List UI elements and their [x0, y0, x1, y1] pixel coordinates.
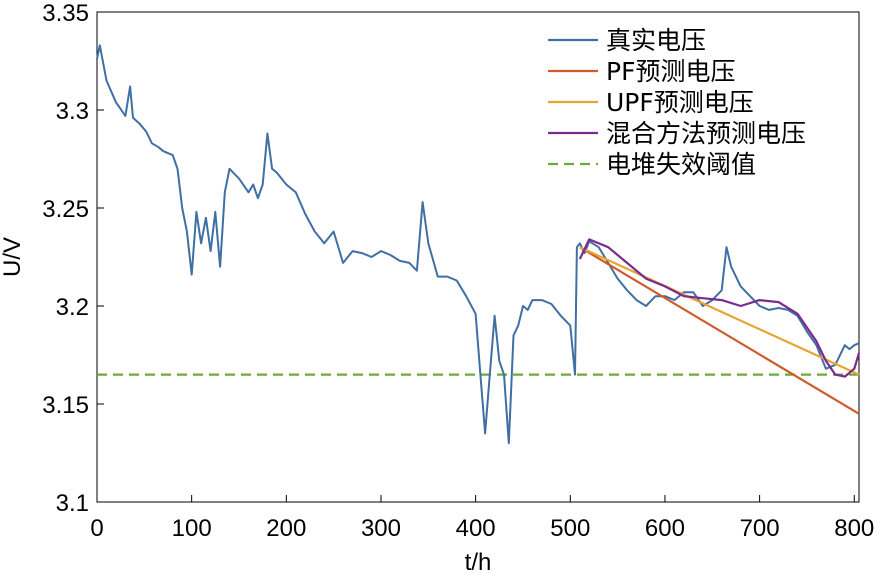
y-tick-label: 3.15 [42, 392, 89, 419]
y-axis-title: U/V [0, 237, 26, 277]
y-tick-label: 3.2 [56, 294, 89, 321]
y-tick-label: 3.3 [56, 98, 89, 125]
x-tick-label: 800 [834, 515, 874, 542]
legend-label-real: 真实电压 [606, 26, 706, 55]
x-tick-label: 300 [361, 515, 401, 542]
legend-label-pf: PF预测电压 [606, 57, 735, 86]
y-tick-label: 3.25 [42, 196, 89, 223]
series-line-pf [579, 246, 860, 415]
x-tick-label: 200 [266, 515, 306, 542]
y-tick-label: 3.1 [56, 490, 89, 517]
x-tick-label: 600 [645, 515, 685, 542]
series-layer [96, 44, 861, 445]
axes-layer: 0 100 200 300 400 500 600 700 800 3.1 3.15 3.2 3.25 3… [42, 0, 874, 542]
plot-frame [96, 11, 860, 503]
series-line-real [96, 44, 860, 445]
x-tick-label: 700 [740, 515, 780, 542]
x-tick-label: 500 [550, 515, 590, 542]
series-line-hybrid [578, 238, 861, 378]
legend-label-hybrid: 混合方法预测电压 [606, 119, 806, 148]
legend-label-upf: UPF预测电压 [606, 88, 754, 117]
y-tick-label: 3.35 [42, 0, 89, 27]
x-tick-label: 100 [172, 515, 212, 542]
x-tick-label: 0 [90, 515, 103, 542]
legend-label-threshold: 电堆失效阈值 [606, 150, 756, 179]
x-tick-label: 400 [456, 515, 496, 542]
x-axis-title: t/h [465, 549, 492, 575]
series-line-upf [579, 246, 860, 376]
